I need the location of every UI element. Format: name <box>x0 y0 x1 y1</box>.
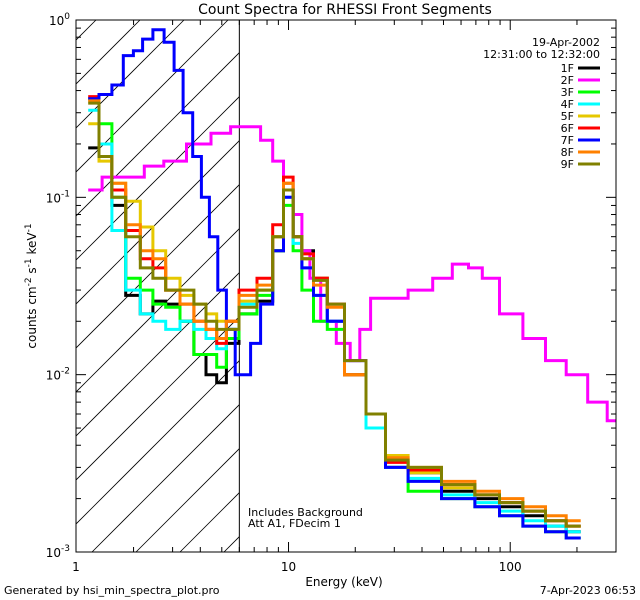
x-tick-label: 1 <box>72 560 80 574</box>
time-range-label: 12:31:00 to 12:32:00 <box>483 48 600 61</box>
footer-generated-by: Generated by hsi_min_spectra_plot.pro <box>4 584 220 597</box>
x-tick-label: 100 <box>499 560 522 574</box>
footer-timestamp: 7-Apr-2023 06:53 <box>540 584 636 597</box>
legend-label-9F: 9F <box>561 158 574 171</box>
x-axis-label: Energy (keV) <box>305 575 382 589</box>
annotation-attenuator: Att A1, FDecim 1 <box>248 517 341 530</box>
x-tick-label: 10 <box>281 560 296 574</box>
chart-title: Count Spectra for RHESSI Front Segments <box>198 2 492 18</box>
